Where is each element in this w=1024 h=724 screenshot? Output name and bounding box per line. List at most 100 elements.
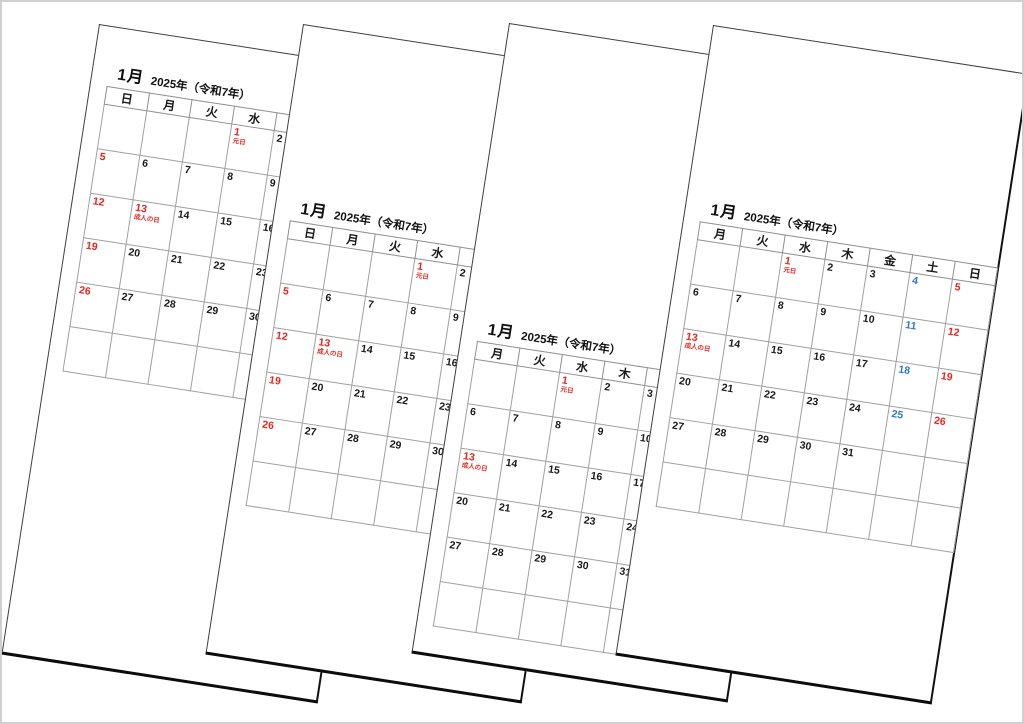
day-number: 21: [353, 387, 367, 401]
day-number: 17: [855, 356, 869, 371]
day-cell: 16: [804, 348, 854, 400]
day-cell: 15: [211, 212, 261, 264]
day-number: 2: [826, 261, 834, 275]
day-number: 7: [183, 163, 192, 177]
day-number: 26: [78, 284, 92, 298]
day-number: 1: [561, 374, 569, 388]
day-number: 3: [646, 387, 654, 401]
day-number: 7: [366, 298, 375, 312]
day-number: 2: [603, 380, 612, 394]
day-cell: [783, 481, 834, 533]
day-cell: [288, 467, 339, 519]
day-cell: 20: [447, 492, 497, 544]
day-cell: 30: [567, 556, 618, 608]
holiday-label: 成人の日: [684, 342, 711, 354]
day-cell: 30: [790, 437, 840, 489]
day-cell: 22: [754, 386, 805, 438]
day-number: 28: [713, 426, 728, 440]
day-cell: 27: [440, 537, 490, 589]
day-cell: 5: [90, 148, 140, 200]
day-cell: 8: [217, 168, 268, 220]
day-number: 9: [819, 305, 828, 319]
day-number: 2: [458, 266, 467, 280]
day-cell: [733, 246, 783, 298]
day-number: 29: [533, 552, 547, 566]
day-cell: 4: [903, 272, 953, 324]
day-number: 22: [763, 388, 777, 402]
day-cell: [560, 601, 611, 653]
day-number: 26: [933, 414, 947, 429]
day-cell: 11: [896, 317, 946, 369]
day-number: 6: [469, 405, 477, 419]
day-cell: 8: [545, 416, 596, 468]
day-number: 24: [848, 401, 862, 416]
day-number: 14: [176, 208, 191, 223]
day-cell: 28: [705, 424, 755, 476]
day-cell: 14: [168, 206, 218, 258]
day-number: 7: [511, 412, 520, 426]
day-cell: 21: [489, 499, 539, 551]
day-cell: [690, 239, 740, 291]
day-cell: [323, 245, 373, 297]
day-cell: 31: [833, 443, 883, 495]
day-cell: 22: [387, 391, 437, 443]
day-cell: 10: [853, 310, 904, 362]
day-cell: 3: [860, 265, 910, 318]
day-cell: 19: [76, 237, 127, 289]
day-cell: 1 元日: [408, 258, 458, 310]
day-number: 4: [911, 274, 919, 288]
day-number: 21: [170, 252, 184, 267]
day-number: 6: [324, 291, 333, 305]
day-cell: 7: [175, 161, 225, 213]
day-cell: 27: [112, 288, 162, 340]
day-number: 18: [897, 363, 911, 378]
day-cell: 13 成人の日: [454, 448, 504, 500]
day-number: 30: [575, 558, 590, 573]
day-number: 19: [85, 239, 99, 254]
day-cell: 27: [295, 423, 345, 475]
day-number: 30: [798, 439, 813, 453]
day-cell: 19: [931, 368, 982, 420]
day-number: 23: [805, 394, 820, 409]
day-cell: 7: [503, 410, 553, 462]
day-number: 28: [346, 431, 360, 446]
day-number: 1: [233, 126, 241, 139]
day-cell: 26: [924, 412, 975, 464]
day-number: 29: [205, 303, 220, 318]
day-number: 10: [861, 312, 876, 327]
day-number: 25: [890, 407, 905, 422]
day-number: 11: [904, 319, 918, 333]
day-number: 28: [491, 545, 505, 560]
day-cell: [182, 117, 232, 169]
day-cell: [467, 359, 518, 411]
day-cell: 20: [669, 373, 720, 425]
day-cell: 29: [197, 301, 247, 353]
day-cell: 29: [748, 430, 798, 482]
day-number: 6: [141, 157, 149, 171]
day-number: 22: [540, 507, 554, 522]
day-number: 8: [409, 304, 418, 318]
day-cell: 22: [204, 257, 254, 309]
day-cell: 1 元日: [552, 372, 603, 424]
day-number: 19: [940, 370, 954, 384]
day-cell: 22: [532, 505, 582, 557]
day-cell: 9: [588, 423, 638, 475]
day-number: 15: [770, 343, 784, 358]
day-cell: 2: [818, 259, 868, 311]
holiday-label: 元日: [232, 137, 247, 147]
day-cell: 21: [344, 385, 395, 437]
day-cell: 28: [338, 429, 388, 481]
day-cell: [365, 251, 415, 303]
day-cell: 28: [482, 543, 533, 595]
day-cell: 14: [719, 335, 769, 387]
day-cell: 2: [595, 378, 645, 430]
calendar-month-label: 1月: [486, 321, 516, 343]
day-number: 26: [261, 418, 275, 433]
day-cell: [918, 457, 968, 509]
day-number: 1: [416, 260, 424, 274]
day-number: 12: [91, 195, 106, 209]
day-cell: [373, 480, 424, 532]
day-cell: 23: [574, 512, 624, 564]
day-cell: 25: [882, 405, 932, 458]
